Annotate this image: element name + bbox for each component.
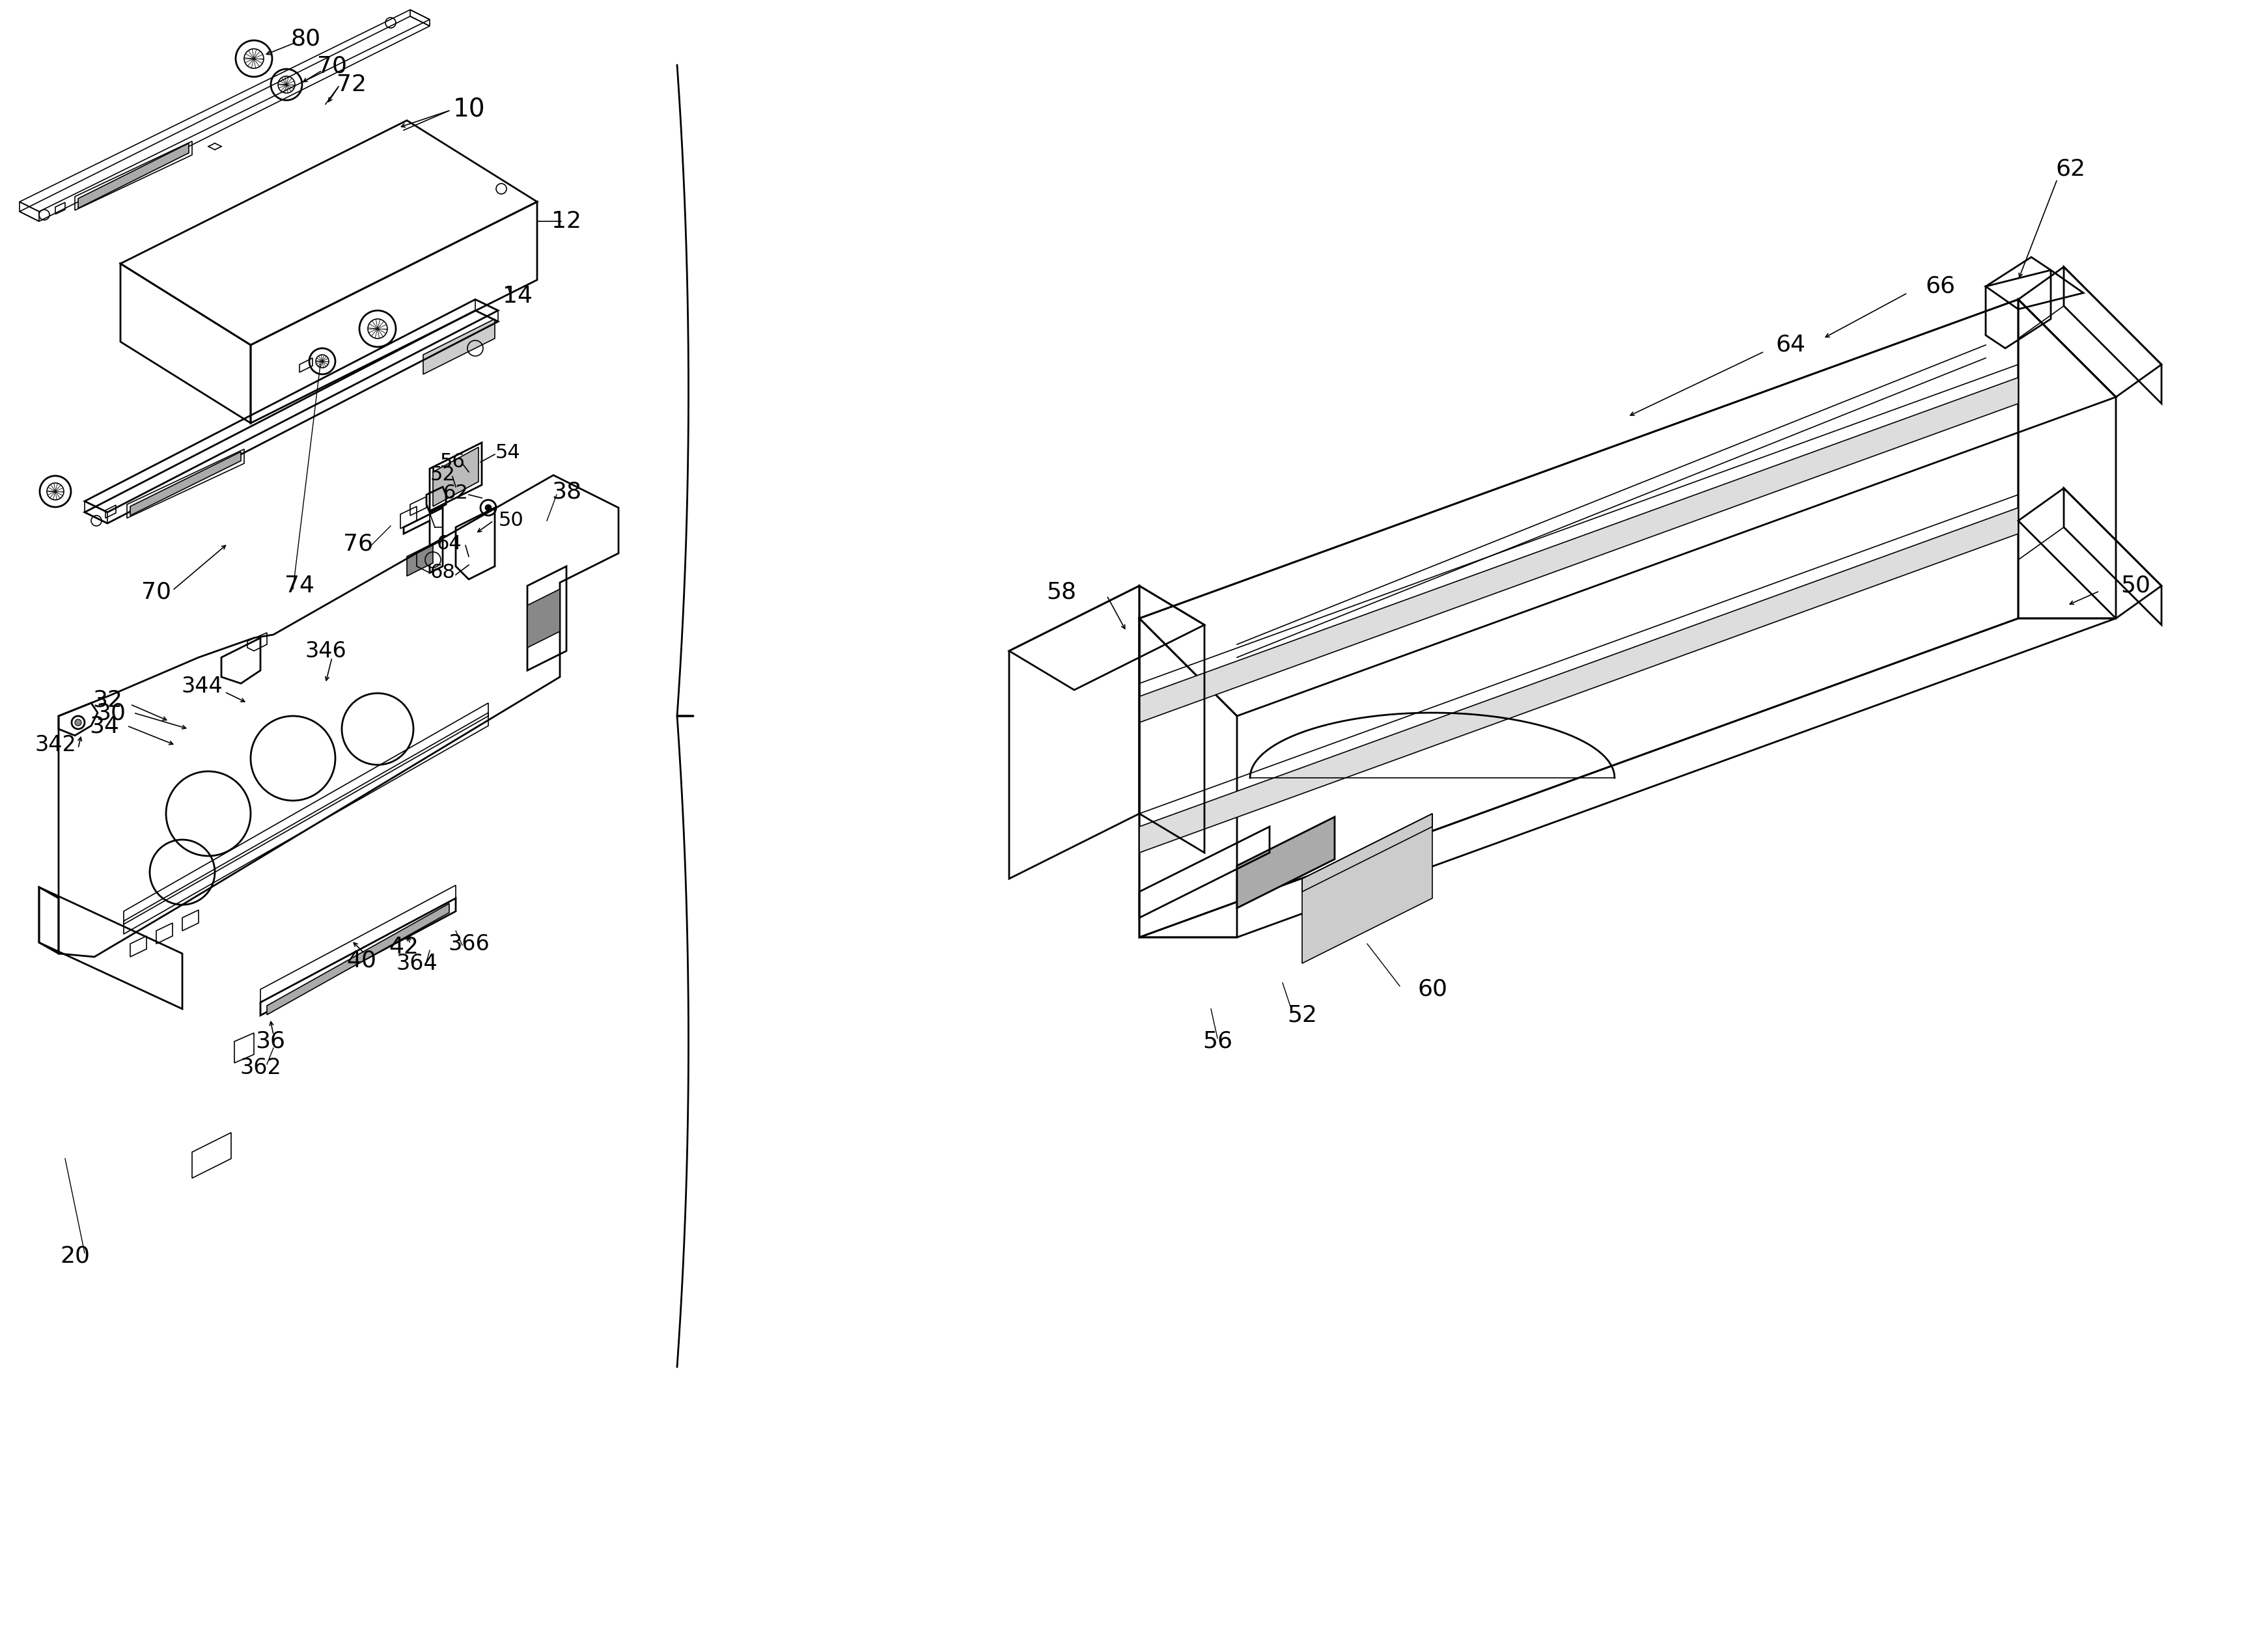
Text: 52: 52	[430, 466, 455, 484]
Polygon shape	[267, 904, 448, 1014]
Text: 56: 56	[439, 453, 464, 471]
Text: 366: 366	[448, 933, 489, 955]
Text: 346: 346	[306, 641, 347, 662]
Text: 20: 20	[59, 1246, 91, 1267]
Text: 34: 34	[88, 715, 120, 737]
Text: 36: 36	[256, 1031, 285, 1052]
Text: 74: 74	[285, 575, 315, 596]
Text: 32: 32	[93, 689, 122, 710]
Text: 12: 12	[550, 210, 582, 233]
Text: 76: 76	[342, 532, 374, 555]
Text: 80: 80	[290, 28, 322, 50]
Text: 66: 66	[1925, 276, 1955, 297]
Text: 54: 54	[496, 443, 521, 463]
Text: 10: 10	[453, 97, 485, 122]
Text: 364: 364	[396, 953, 437, 975]
Polygon shape	[1237, 816, 1334, 909]
Circle shape	[75, 719, 82, 725]
Text: 70: 70	[317, 55, 347, 78]
Text: 50: 50	[498, 510, 523, 530]
Text: 40: 40	[347, 948, 376, 971]
Polygon shape	[408, 544, 433, 577]
Polygon shape	[193, 1133, 231, 1178]
Text: 14: 14	[503, 286, 532, 307]
Polygon shape	[129, 451, 240, 515]
Polygon shape	[1139, 378, 2018, 722]
Text: 72: 72	[337, 74, 367, 96]
Text: 62: 62	[2054, 159, 2086, 180]
Text: 342: 342	[34, 735, 77, 757]
Text: 70: 70	[140, 582, 172, 603]
Text: 56: 56	[1203, 1031, 1232, 1052]
Text: 42: 42	[390, 937, 419, 958]
Text: 30: 30	[95, 702, 125, 724]
Text: 362: 362	[240, 1057, 281, 1079]
Polygon shape	[20, 10, 430, 211]
Text: 68: 68	[430, 563, 455, 582]
Polygon shape	[528, 590, 559, 648]
Polygon shape	[433, 448, 478, 507]
Text: 60: 60	[1418, 978, 1447, 1001]
Polygon shape	[77, 144, 188, 208]
Text: 64: 64	[1776, 334, 1805, 357]
Circle shape	[485, 504, 492, 510]
Text: 64: 64	[437, 534, 462, 553]
Text: 52: 52	[1287, 1004, 1316, 1026]
Polygon shape	[1139, 507, 2018, 852]
Text: 344: 344	[181, 676, 222, 697]
Text: 58: 58	[1046, 582, 1076, 603]
Text: 62: 62	[444, 484, 469, 502]
Text: 38: 38	[550, 481, 582, 502]
Text: 50: 50	[2120, 575, 2149, 596]
Polygon shape	[424, 319, 494, 375]
Polygon shape	[1302, 814, 1431, 963]
